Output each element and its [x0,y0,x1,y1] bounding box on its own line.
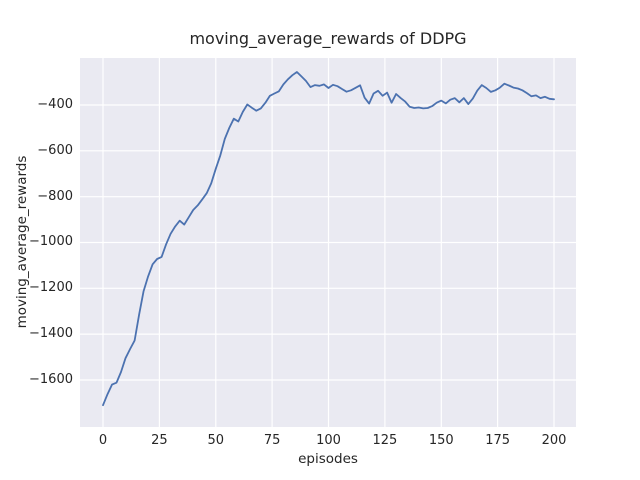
y-tick-label: −1400 [29,326,73,342]
series-line [102,71,555,407]
y-tick-label: −1200 [29,280,73,296]
x-tick-label: 50 [207,433,225,448]
chart-title: moving_average_rewards of DDPG [189,29,467,48]
line-chart-canvas [80,58,576,427]
x-tick-label: 25 [151,433,168,448]
x-tick-label: 200 [541,433,567,448]
x-tick-label: 125 [372,433,398,448]
x-tick-label: 0 [98,433,108,448]
y-tick-label: −400 [37,97,73,112]
x-tick-label: 100 [316,433,341,448]
y-tick-label: −800 [37,188,73,204]
y-tick-label: −1600 [29,371,73,387]
y-tick-label: −600 [37,142,73,158]
x-tick-label: 150 [428,433,454,448]
y-tick-label: −1000 [29,234,73,250]
x-axis-label: episodes [298,451,358,467]
x-tick-label: 75 [263,433,281,448]
x-tick-label: 175 [485,433,511,448]
plot-area [80,58,576,427]
